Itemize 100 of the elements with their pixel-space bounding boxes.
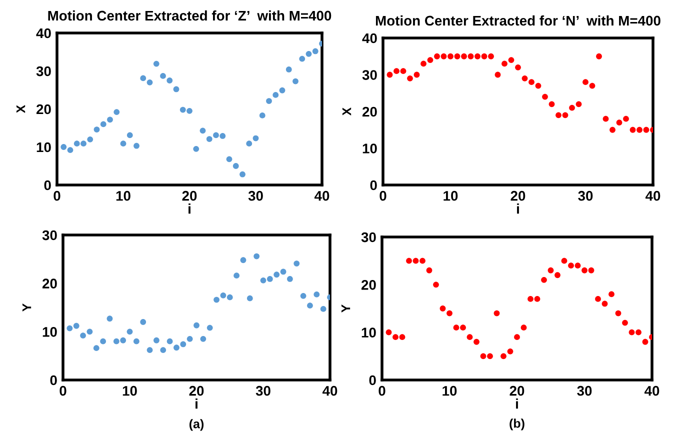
point <box>286 66 292 72</box>
point <box>616 120 622 126</box>
x-tick-label: 10 <box>444 190 458 201</box>
point <box>454 53 460 60</box>
point <box>140 75 146 82</box>
point <box>100 338 106 344</box>
point <box>73 322 80 329</box>
y-tick-label: 10 <box>362 144 377 154</box>
point <box>213 132 219 138</box>
point <box>120 140 126 147</box>
text: (a) <box>189 419 204 431</box>
y-tick-label: 10 <box>36 142 51 152</box>
point <box>568 262 574 269</box>
point <box>166 78 173 84</box>
point <box>299 56 306 62</box>
point <box>194 322 200 328</box>
point <box>120 337 126 344</box>
point <box>426 267 432 274</box>
point <box>508 57 514 63</box>
point <box>535 82 542 89</box>
point <box>576 101 582 108</box>
point <box>414 72 420 78</box>
point <box>232 163 239 169</box>
y-tick-label: 0 <box>44 180 51 190</box>
point <box>386 329 392 336</box>
x-tick-label: 0 <box>380 190 386 201</box>
point <box>220 133 226 139</box>
x-axis-title: i <box>196 398 198 409</box>
point <box>126 328 133 335</box>
x-tick-label: 40 <box>644 386 660 396</box>
x-tick-label: 40 <box>314 190 330 201</box>
point <box>246 140 252 147</box>
point <box>100 121 106 128</box>
x-axis-title: i <box>517 204 519 214</box>
y-tick-label: 0 <box>370 180 377 190</box>
point <box>67 147 74 153</box>
x-tick-label: 30 <box>578 190 593 201</box>
point <box>186 336 193 342</box>
point <box>260 277 266 284</box>
point <box>602 116 609 122</box>
point <box>160 72 166 79</box>
point <box>193 146 200 152</box>
point <box>582 79 588 86</box>
point <box>133 338 140 344</box>
point <box>562 112 568 118</box>
y-tick-label: 30 <box>362 70 377 80</box>
point <box>214 296 220 303</box>
point <box>134 142 140 149</box>
point <box>399 334 406 340</box>
point <box>446 310 452 316</box>
point <box>153 60 160 67</box>
point <box>440 306 446 312</box>
point <box>93 345 100 352</box>
point <box>306 50 312 57</box>
point <box>500 353 506 360</box>
point <box>94 126 100 132</box>
point <box>630 126 636 133</box>
point <box>320 306 326 312</box>
point <box>515 64 521 70</box>
point <box>610 126 616 133</box>
point <box>200 336 206 342</box>
point <box>460 324 466 331</box>
point <box>180 106 186 113</box>
point <box>487 353 493 360</box>
point <box>420 60 426 67</box>
y-axis-title: Y <box>22 304 32 312</box>
point <box>254 253 260 260</box>
point <box>520 324 527 331</box>
x-tick-label: 20 <box>189 386 204 396</box>
point <box>174 344 180 351</box>
point <box>589 82 596 89</box>
point <box>259 112 266 118</box>
point <box>588 267 594 274</box>
point <box>166 338 173 344</box>
point <box>226 294 233 300</box>
point <box>643 126 650 133</box>
point <box>474 53 480 60</box>
point <box>272 92 279 98</box>
point <box>240 257 246 264</box>
point <box>107 116 113 123</box>
point <box>494 310 500 316</box>
x-tick-label: 20 <box>182 190 197 201</box>
point <box>186 108 192 114</box>
point <box>314 292 320 298</box>
point <box>453 324 460 331</box>
point <box>80 140 86 147</box>
point <box>561 258 568 264</box>
point <box>206 324 213 331</box>
point <box>220 292 226 298</box>
point <box>507 348 514 354</box>
point <box>481 53 488 60</box>
point <box>246 295 253 302</box>
point <box>412 258 419 264</box>
y-tick-label: 20 <box>36 104 51 114</box>
x-tick-label: 40 <box>645 190 660 201</box>
point <box>146 79 153 86</box>
point <box>480 353 486 360</box>
point <box>636 126 642 133</box>
point <box>433 282 439 288</box>
point <box>608 291 614 298</box>
